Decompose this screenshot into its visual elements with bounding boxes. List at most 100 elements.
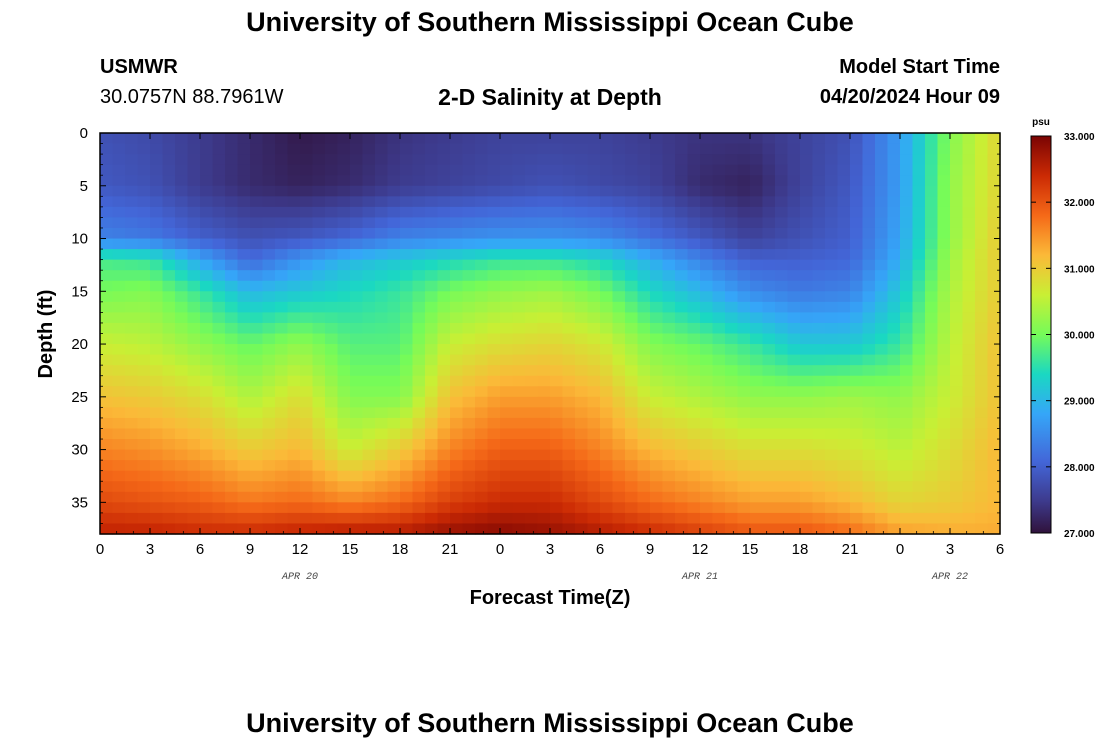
heatmap-cell bbox=[775, 143, 789, 155]
heatmap-cell bbox=[750, 227, 764, 240]
heatmap-cell bbox=[275, 470, 289, 482]
heatmap-cell bbox=[625, 365, 639, 377]
heatmap-cell bbox=[975, 512, 989, 525]
heatmap-cell bbox=[162, 249, 176, 261]
heatmap-cell bbox=[425, 238, 439, 250]
heatmap-cell bbox=[662, 301, 676, 313]
heatmap-cell bbox=[612, 280, 626, 292]
heatmap-cell bbox=[175, 270, 189, 282]
heatmap-cell bbox=[500, 417, 514, 430]
heatmap-cell bbox=[400, 365, 414, 377]
heatmap-cell bbox=[275, 322, 289, 335]
heatmap-cell bbox=[387, 133, 401, 145]
heatmap-cell bbox=[537, 460, 551, 472]
heatmap-cell bbox=[650, 502, 664, 514]
heatmap-cell bbox=[300, 280, 314, 292]
heatmap-cell bbox=[487, 312, 501, 324]
heatmap-cell bbox=[950, 407, 964, 419]
heatmap-cell bbox=[487, 270, 501, 282]
heatmap-cell bbox=[162, 227, 176, 240]
heatmap-cell bbox=[450, 143, 464, 155]
heatmap-cell bbox=[475, 470, 489, 482]
heatmap-cell bbox=[625, 270, 639, 282]
heatmap-cell bbox=[650, 196, 664, 208]
heatmap-cell bbox=[312, 481, 326, 493]
x-tick-label: 15 bbox=[742, 541, 759, 558]
heatmap-cell bbox=[387, 523, 401, 535]
heatmap-cell bbox=[175, 259, 189, 271]
heatmap-cell bbox=[887, 365, 901, 377]
heatmap-cell bbox=[850, 481, 864, 493]
heatmap-cell bbox=[412, 143, 426, 155]
heatmap-cell bbox=[775, 481, 789, 493]
heatmap-cell bbox=[725, 512, 739, 525]
heatmap-cell bbox=[350, 259, 364, 271]
heatmap-cell bbox=[937, 259, 951, 271]
heatmap-cell bbox=[587, 449, 601, 461]
heatmap-cell bbox=[350, 375, 364, 387]
heatmap-cell bbox=[937, 217, 951, 229]
heatmap-cell bbox=[300, 196, 314, 208]
heatmap-cell bbox=[200, 196, 214, 208]
heatmap-cell bbox=[575, 354, 589, 366]
heatmap-cell bbox=[100, 344, 114, 356]
heatmap-cell bbox=[162, 354, 176, 366]
heatmap-cell bbox=[412, 206, 426, 219]
heatmap-cell bbox=[975, 217, 989, 229]
heatmap-cell bbox=[700, 185, 714, 197]
heatmap-cell bbox=[950, 259, 964, 271]
heatmap-cell bbox=[437, 439, 451, 451]
heatmap-cell bbox=[312, 354, 326, 366]
heatmap-cell bbox=[975, 280, 989, 292]
heatmap-cell bbox=[450, 249, 464, 261]
heatmap-cell bbox=[562, 502, 576, 514]
heatmap-cell bbox=[900, 280, 914, 292]
heatmap-cell bbox=[525, 375, 539, 387]
heatmap-cell bbox=[687, 449, 701, 461]
heatmap-cell bbox=[525, 154, 539, 166]
heatmap-cell bbox=[400, 417, 414, 430]
heatmap-cell bbox=[387, 322, 401, 335]
heatmap-cell bbox=[925, 417, 939, 430]
heatmap-cell bbox=[100, 396, 114, 408]
heatmap-cell bbox=[437, 227, 451, 240]
heatmap-cell bbox=[250, 185, 264, 197]
heatmap-cell bbox=[937, 270, 951, 282]
heatmap-cell bbox=[562, 227, 576, 240]
heatmap-cell bbox=[862, 259, 876, 271]
heatmap-cell bbox=[950, 417, 964, 430]
heatmap-cell bbox=[462, 354, 476, 366]
heatmap-cell bbox=[325, 227, 339, 240]
heatmap-cell bbox=[387, 301, 401, 313]
heatmap-cell bbox=[700, 523, 714, 535]
heatmap-cell bbox=[850, 206, 864, 219]
heatmap-cell bbox=[562, 407, 576, 419]
heatmap-cell bbox=[887, 259, 901, 271]
heatmap-cell bbox=[525, 460, 539, 472]
heatmap-cell bbox=[275, 238, 289, 250]
heatmap-cell bbox=[475, 396, 489, 408]
heatmap-cell bbox=[725, 259, 739, 271]
heatmap-cell bbox=[762, 470, 776, 482]
heatmap-cell bbox=[437, 206, 451, 219]
y-tick-label: 10 bbox=[71, 231, 88, 248]
heatmap-cell bbox=[525, 227, 539, 240]
heatmap-cell bbox=[475, 439, 489, 451]
heatmap-cell bbox=[987, 133, 1001, 145]
heatmap-cell bbox=[437, 396, 451, 408]
heatmap-cell bbox=[912, 470, 926, 482]
heatmap-cell bbox=[600, 312, 614, 324]
heatmap-cell bbox=[675, 322, 689, 335]
heatmap-cell bbox=[562, 491, 576, 503]
heatmap-cell bbox=[787, 449, 801, 461]
heatmap-cell bbox=[412, 354, 426, 366]
heatmap-cell bbox=[250, 491, 264, 503]
heatmap-cell bbox=[512, 227, 526, 240]
heatmap-cell bbox=[837, 481, 851, 493]
heatmap-cell bbox=[625, 428, 639, 440]
heatmap-cell bbox=[462, 312, 476, 324]
heatmap-cell bbox=[825, 512, 839, 525]
heatmap-cell bbox=[150, 344, 164, 356]
heatmap-cell bbox=[875, 217, 889, 229]
heatmap-cell bbox=[112, 196, 126, 208]
